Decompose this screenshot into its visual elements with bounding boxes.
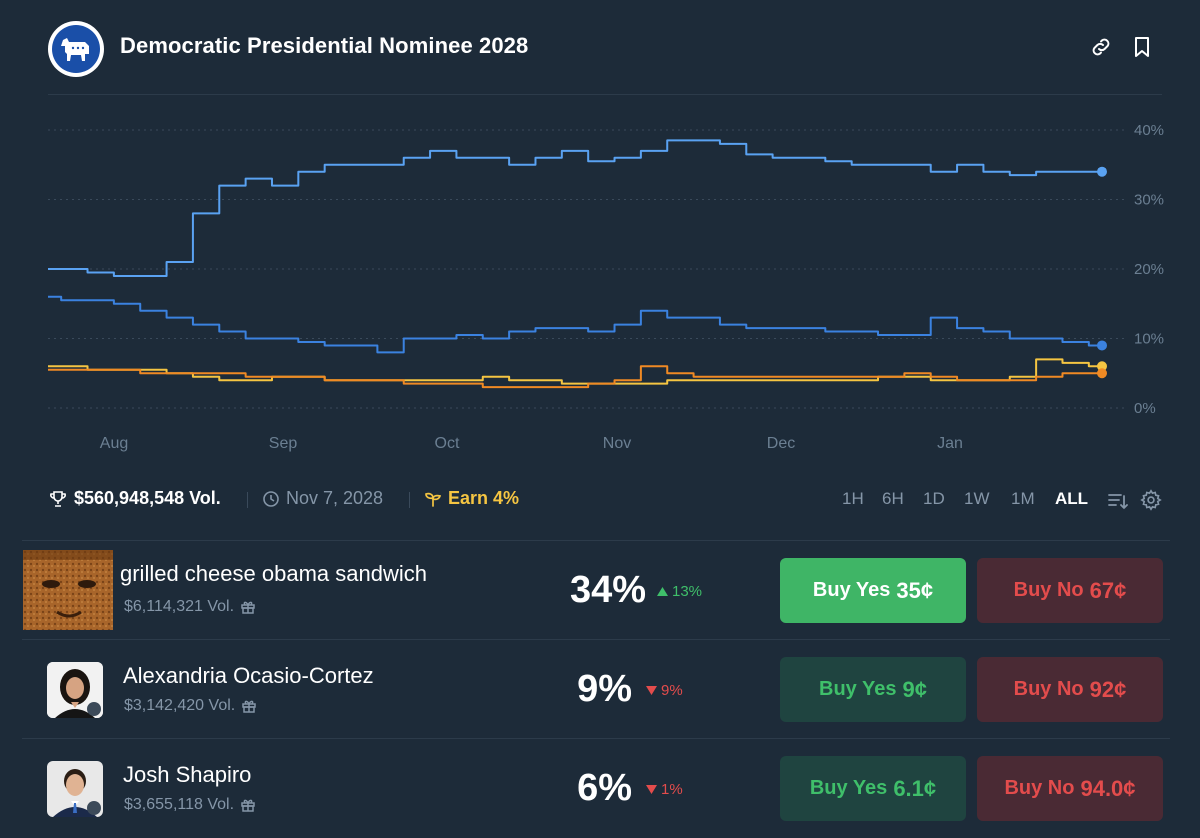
- series-end-point-3: [1097, 368, 1107, 379]
- candidate-avatar: [47, 662, 103, 718]
- candidate-volume-label: $3,655,118 Vol.: [124, 796, 235, 813]
- outcome-percent: 6%: [577, 767, 632, 809]
- candidate-volume-label: $6,114,321 Vol.: [124, 598, 235, 615]
- sort-icon[interactable]: [1106, 490, 1128, 517]
- y-tick-label: 0%: [1134, 400, 1156, 417]
- democratic-logo: [48, 21, 104, 77]
- buy-no-label: Buy No: [1013, 678, 1084, 700]
- gift-icon: [241, 601, 255, 614]
- buy-no-button[interactable]: Buy No 94.0¢: [977, 756, 1163, 821]
- x-tick-label: Oct: [435, 435, 460, 452]
- change-indicator-down: 9%: [646, 682, 683, 699]
- outcome-row[interactable]: Alexandria Ocasio-Cortez $3,142,420 Vol.…: [22, 639, 1170, 739]
- buy-yes-button[interactable]: Buy Yes 6.1¢: [780, 756, 966, 821]
- triangle-up-icon: [657, 587, 668, 596]
- timeframe-6h[interactable]: 6H: [882, 489, 904, 508]
- series-end-point-0: [1097, 166, 1107, 177]
- candidate-name[interactable]: grilled cheese obama sandwich: [120, 561, 427, 586]
- buy-yes-label: Buy Yes: [809, 777, 888, 799]
- x-tick-label: Jan: [937, 435, 963, 452]
- change-value: 1%: [661, 781, 683, 798]
- timeframe-all[interactable]: ALL: [1055, 489, 1089, 508]
- buy-no-label: Buy No: [1004, 777, 1075, 799]
- x-tick-label: Dec: [767, 435, 795, 452]
- total-volume-label: $560,948,548 Vol.: [74, 488, 221, 508]
- triangle-down-icon: [646, 686, 657, 695]
- total-volume: $560,948,548 Vol.: [48, 488, 221, 509]
- price-chart[interactable]: 40% 30% 20% 10% 0% Aug Sep Oct Nov Dec Jan: [0, 100, 1200, 470]
- timeframe-1m[interactable]: 1M: [1011, 489, 1035, 508]
- trophy-icon: [50, 490, 66, 507]
- change-indicator-down: 1%: [646, 781, 683, 798]
- change-value: 9%: [661, 682, 683, 699]
- x-tick-label: Nov: [603, 435, 631, 452]
- buy-no-price: 67¢: [1089, 577, 1127, 603]
- change-value: 13%: [672, 583, 703, 600]
- gift-icon: [241, 799, 255, 812]
- buy-yes-label: Buy Yes: [812, 579, 891, 601]
- candidate-avatar: [23, 550, 113, 630]
- price-chart-svg: 40% 30% 20% 10% 0% Aug Sep Oct Nov Dec Jan: [48, 122, 1164, 452]
- outcome-row[interactable]: Josh Shapiro $3,655,118 Vol. 6% 1% Buy Y…: [22, 738, 1170, 838]
- series-line-1: [48, 295, 1102, 354]
- buy-no-button[interactable]: Buy No 92¢: [977, 657, 1163, 722]
- candidate-volume: $6,114,321 Vol.: [124, 598, 256, 616]
- outcome-percent: 34%: [569, 569, 646, 611]
- buy-yes-button[interactable]: Buy Yes 9¢: [780, 657, 966, 722]
- candidate-avatar: [47, 761, 103, 817]
- candidate-volume: $3,655,118 Vol.: [124, 796, 256, 814]
- y-tick-label: 40%: [1134, 122, 1164, 139]
- header-divider: [48, 94, 1162, 95]
- separator: [409, 492, 410, 508]
- settings-gear-icon[interactable]: [1140, 489, 1162, 516]
- buy-yes-price: 9¢: [902, 676, 927, 702]
- buy-yes-button[interactable]: Buy Yes 35¢: [780, 558, 966, 623]
- sprout-icon: [425, 492, 442, 507]
- outcome-percent: 9%: [577, 668, 632, 710]
- buy-no-button[interactable]: Buy No 67¢: [977, 558, 1163, 623]
- outcome-row[interactable]: grilled cheese obama sandwich $6,114,321…: [22, 540, 1170, 640]
- timeframe-1d[interactable]: 1D: [923, 489, 945, 508]
- donkey-icon: [61, 38, 89, 61]
- separator: [247, 492, 248, 508]
- bookmark-icon[interactable]: [1130, 35, 1154, 59]
- candidate-name[interactable]: Josh Shapiro: [123, 762, 252, 787]
- buy-yes-price: 35¢: [896, 577, 934, 603]
- y-tick-label: 10%: [1134, 331, 1164, 348]
- x-tick-label: Sep: [269, 435, 298, 452]
- buy-yes-price: 6.1¢: [893, 775, 937, 801]
- market-info-bar: $560,948,548 Vol. Nov 7, 2028 Earn 4% 1H…: [0, 480, 1200, 520]
- triangle-down-icon: [646, 785, 657, 794]
- x-tick-label: Aug: [100, 435, 128, 452]
- gift-icon: [242, 700, 256, 713]
- buy-yes-label: Buy Yes: [819, 678, 897, 700]
- candidate-volume-label: $3,142,420 Vol.: [124, 697, 236, 714]
- timeframe-1h[interactable]: 1H: [842, 489, 864, 508]
- candidate-volume: $3,142,420 Vol.: [124, 697, 257, 715]
- series-line-3: [48, 365, 1102, 389]
- series-line-0: [48, 139, 1102, 277]
- end-date: Nov 7, 2028: [262, 488, 383, 509]
- earn-label: Earn 4%: [448, 488, 520, 508]
- candidate-name[interactable]: Alexandria Ocasio-Cortez: [123, 663, 374, 688]
- end-date-label: Nov 7, 2028: [286, 488, 384, 508]
- clock-icon: [263, 490, 279, 507]
- page-title: Democratic Presidential Nominee 2028: [120, 33, 529, 58]
- series-end-point-1: [1097, 340, 1107, 351]
- timeframe-1w[interactable]: 1W: [964, 489, 990, 508]
- buy-no-price: 92¢: [1089, 676, 1127, 702]
- link-icon[interactable]: [1089, 35, 1113, 59]
- series-end-point-2: [1097, 361, 1107, 372]
- buy-no-price: 94.0¢: [1080, 775, 1136, 801]
- earn-link[interactable]: Earn 4%: [424, 488, 519, 509]
- buy-no-label: Buy No: [1013, 579, 1084, 601]
- series-line-2: [48, 358, 1102, 385]
- y-tick-label: 20%: [1134, 261, 1164, 278]
- y-tick-label: 30%: [1134, 192, 1164, 209]
- change-indicator-up: 13%: [657, 583, 702, 600]
- market-header: Democratic Presidential Nominee 2028: [0, 0, 1200, 95]
